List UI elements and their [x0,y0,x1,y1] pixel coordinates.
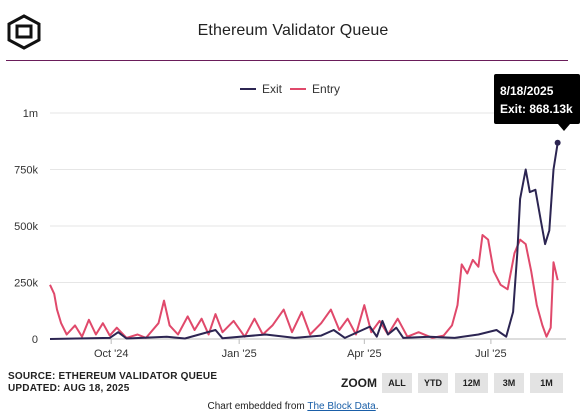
x-tick-label: Oct '24 [94,348,129,360]
embed-prefix: Chart embedded from [207,401,308,412]
series-line-entry [49,234,559,339]
y-tick-label: 0 [32,334,38,346]
updated-text: UPDATED: AUG 18, 2025 [8,383,130,394]
zoom-12m-button[interactable]: 12M [455,373,488,393]
legend-label-entry: Entry [312,82,341,96]
grid-lines [50,112,566,340]
y-tick-label: 1m [23,108,38,120]
y-tick-label: 750k [14,165,38,177]
source-note: SOURCE: ETHEREUM VALIDATOR QUEUE UPDATED… [8,371,217,395]
hover-tooltip: 8/18/2025 Exit: 868.13k [494,74,580,124]
chart-legend: Exit Entry [240,82,340,96]
legend-swatch-exit [240,88,256,90]
tooltip-pointer [558,124,570,131]
embed-source-link[interactable]: The Block Data [307,401,376,412]
zoom-label: ZOOM [341,376,377,390]
validator-queue-chart[interactable]: 0 250k 500k 750k 1m Oct '24 Jan '25 Apr '25 Jul… [0,95,586,370]
tooltip-date: 8/18/2025 [500,84,554,98]
embed-credit: Chart embedded from The Block Data. [0,401,586,412]
zoom-1m-button[interactable]: 1M [530,373,563,393]
page-title: Ethereum Validator Queue [197,22,389,39]
title-divider [6,60,568,61]
tooltip-value: Exit: 868.13k [500,102,573,116]
legend-item-exit[interactable]: Exit [240,82,282,96]
x-tick-label: Jan '25 [222,348,257,360]
hover-point-marker [554,139,561,146]
series-lines [49,139,561,340]
y-axis-ticks: 0 250k 500k 750k 1m [14,108,38,346]
y-tick-label: 250k [14,278,38,290]
legend-label-exit: Exit [262,82,283,96]
legend-item-entry[interactable]: Entry [290,82,340,96]
x-tick-label: Jul '25 [475,348,506,360]
source-text: SOURCE: ETHEREUM VALIDATOR QUEUE [8,371,218,382]
zoom-3m-button[interactable]: 3M [494,373,524,393]
zoom-all-button[interactable]: ALL [382,373,412,393]
site-logo[interactable] [6,14,42,50]
x-axis-ticks: Oct '24 Jan '25 Apr '25 Jul '25 [94,339,507,360]
embed-suffix: . [375,401,379,412]
x-tick-label: Apr '25 [347,348,382,360]
series-line-exit [49,142,559,340]
y-tick-label: 500k [14,221,38,233]
zoom-ytd-button[interactable]: YTD [418,373,448,393]
legend-swatch-entry [290,88,307,90]
